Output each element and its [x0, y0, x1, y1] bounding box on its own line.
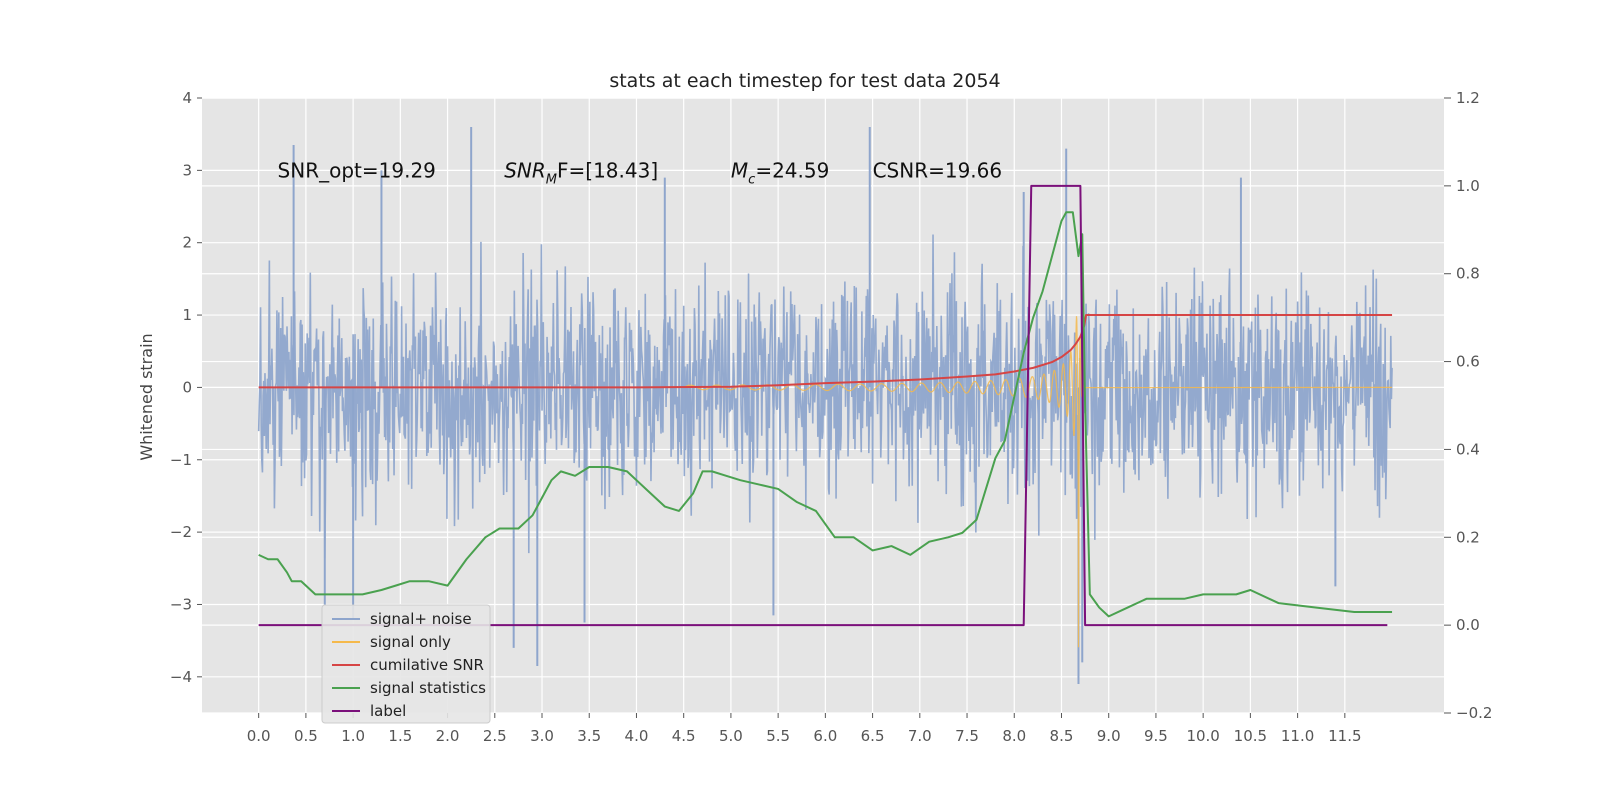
annotation-text: CSNR=19.66	[873, 159, 1003, 183]
noise-trace	[257, 234, 1393, 559]
y-tick-label: 3	[182, 161, 192, 179]
annotation-text: SNRMF=[18.43]	[504, 159, 658, 188]
annotation-text: SNR_opt=19.29	[278, 159, 436, 183]
x-tick-labels: 0.0 0.5 1.0 1.5 2.0 2.5 3.0 3.5 4.0 4.5 5.0 5.5 6.0 6…	[247, 713, 1362, 745]
series-cumilative-snr	[258, 314, 1393, 389]
x-tick-label: 4.5	[672, 727, 696, 745]
x-tick-label: 3.0	[530, 727, 554, 745]
x-tick-label: 0.5	[294, 727, 318, 745]
legend: signal+ noise signal only cumilative SNR si…	[321, 604, 491, 724]
x-tick-label: 8.5	[1050, 727, 1074, 745]
x-tick-label: 8.0	[1002, 727, 1026, 745]
y-axis-label: Whitened strain	[137, 333, 156, 460]
x-tick-label: 5.5	[766, 727, 790, 745]
y2-tick-label: 1.0	[1456, 177, 1480, 195]
series-label	[258, 184, 1388, 627]
legend-label: signal only	[370, 633, 451, 651]
annotation-subscript: c	[748, 173, 755, 188]
legend-box	[321, 604, 491, 724]
y2-tick-labels: 1.2 1.0 0.8 0.6 0.4 0.2 0.0 −0.2	[1444, 89, 1492, 722]
x-tick-label: 9.0	[1097, 727, 1121, 745]
x-tick-label: 6.5	[861, 727, 885, 745]
y-tick-label: 0	[182, 378, 192, 396]
y2-tick-label: 0.6	[1456, 353, 1480, 371]
y-tick-labels: 4 3 2 1 0 −1 −2 −3 −4	[170, 89, 202, 686]
y-tick-label: −3	[170, 595, 192, 613]
x-tick-label: 5.0	[719, 727, 743, 745]
chart-title: stats at each timestep for test data 205…	[609, 70, 1000, 92]
x-tick-label: 9.5	[1144, 727, 1168, 745]
x-tick-label: 6.0	[813, 727, 837, 745]
annotation-symbol: M	[731, 159, 748, 183]
annotation-value: =24.59	[755, 159, 829, 183]
x-tick-label: 4.0	[625, 727, 649, 745]
legend-label: signal+ noise	[370, 610, 472, 628]
y-tick-label: −4	[170, 668, 192, 686]
x-tick-label: 1.5	[388, 727, 412, 745]
x-tick-label: 7.5	[955, 727, 979, 745]
y-tick-label: 2	[182, 234, 192, 252]
x-tick-label: 3.5	[577, 727, 601, 745]
x-tick-label: 0.0	[247, 727, 271, 745]
x-tick-label: 10.0	[1186, 727, 1219, 745]
legend-label: label	[370, 702, 406, 720]
y-tick-label: −2	[170, 523, 192, 541]
annotation-subscript: M	[546, 173, 557, 188]
x-tick-label: 11.5	[1328, 727, 1361, 745]
y2-tick-label: 0.4	[1456, 440, 1480, 458]
y-tick-label: 4	[182, 89, 192, 107]
y2-tick-label: −0.2	[1456, 704, 1492, 722]
x-tick-label: 10.5	[1234, 727, 1267, 745]
legend-label: cumilative SNR	[370, 656, 484, 674]
annotation-symbol: SNR	[504, 159, 546, 183]
y-tick-label: −1	[170, 451, 192, 469]
series-signal-statistics	[258, 211, 1393, 618]
y-tick-label: 1	[182, 306, 192, 324]
y2-tick-label: 0.8	[1456, 265, 1480, 283]
x-tick-label: 1.0	[341, 727, 365, 745]
annotation-value: F=[18.43]	[557, 159, 658, 183]
legend-label: signal statistics	[370, 679, 486, 697]
y2-tick-label: 0.0	[1456, 616, 1480, 634]
x-tick-label: 2.0	[436, 727, 460, 745]
x-tick-label: 11.0	[1281, 727, 1314, 745]
annotation-text: Mc=24.59	[731, 159, 829, 188]
annotations: SNR_opt=19.29 SNRMF=[18.43] Mc=24.59 CSNR=1…	[278, 159, 1003, 188]
x-tick-label: 7.0	[908, 727, 932, 745]
x-tick-label: 2.5	[483, 727, 507, 745]
series-group	[257, 126, 1393, 685]
y2-tick-label: 1.2	[1456, 89, 1480, 107]
y2-tick-label: 0.2	[1456, 528, 1480, 546]
